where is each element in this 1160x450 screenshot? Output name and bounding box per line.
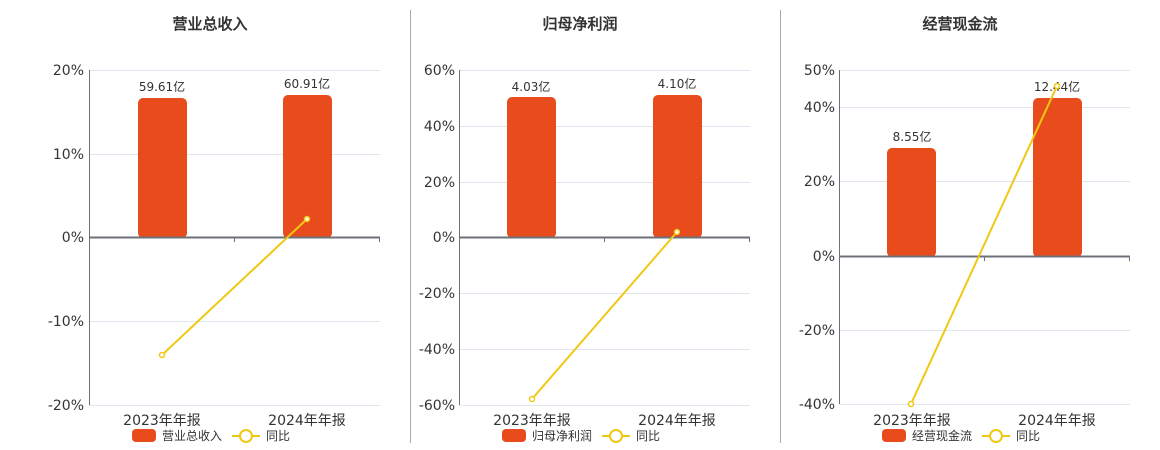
bar-2023[interactable] — [887, 148, 936, 257]
svg-text:-20%: -20% — [419, 286, 455, 302]
x-category-2023: 2023年年报 — [123, 413, 201, 429]
chart-title: 经营现金流 — [922, 15, 998, 33]
bar-2024[interactable] — [283, 95, 332, 238]
x-category-2023: 2023年年报 — [493, 413, 571, 429]
svg-text:20%: 20% — [424, 175, 455, 191]
yoy-line — [531, 231, 678, 400]
bar-label-2023: 8.55亿 — [893, 129, 932, 144]
svg-text:-20%: -20% — [799, 323, 835, 339]
panel-divider — [780, 10, 781, 443]
svg-text:-10%: -10% — [48, 314, 84, 330]
gridlines — [89, 70, 380, 406]
bar-2023[interactable] — [507, 97, 556, 238]
yoy-line — [910, 85, 1058, 405]
y-axis-ticks: 50% 40% 20% 0% -20% -40% — [799, 63, 835, 413]
svg-text:0%: 0% — [813, 249, 835, 265]
yoy-point-2023[interactable] — [158, 351, 166, 359]
legend-bar-label[interactable]: 营业总收入 — [162, 429, 223, 443]
yoy-point-2024[interactable] — [303, 215, 311, 223]
line-legend-icon[interactable] — [982, 428, 1011, 443]
legend: 经营现金流 同比 — [882, 427, 1040, 444]
svg-text:-40%: -40% — [799, 397, 835, 413]
bar-2024[interactable] — [1033, 98, 1082, 257]
svg-text:0%: 0% — [433, 230, 455, 246]
legend-line-label[interactable]: 同比 — [1016, 429, 1041, 443]
svg-text:0%: 0% — [62, 230, 84, 246]
legend-line-label[interactable]: 同比 — [636, 429, 661, 443]
panel-divider — [410, 10, 411, 443]
bar-label-2024: 60.91亿 — [284, 76, 330, 91]
x-category-2023: 2023年年报 — [873, 413, 951, 429]
legend-bar-label[interactable]: 归母净利润 — [532, 429, 593, 443]
yoy-point-2024[interactable] — [1053, 82, 1061, 90]
legend-line-label[interactable]: 同比 — [266, 429, 291, 443]
chart-title: 归母净利润 — [542, 15, 618, 33]
bar-legend-swatch[interactable] — [882, 429, 906, 442]
svg-text:10%: 10% — [53, 147, 84, 163]
line-legend-icon[interactable] — [232, 428, 261, 443]
legend-bar-label[interactable]: 经营现金流 — [912, 429, 973, 443]
yoy-point-2024[interactable] — [673, 228, 681, 236]
yoy-line — [161, 218, 308, 356]
y-axis-ticks: 60% 40% 20% 0% -20% -40% -60% — [419, 63, 455, 414]
svg-text:-20%: -20% — [48, 398, 84, 414]
svg-text:-60%: -60% — [419, 398, 455, 414]
chart-title: 营业总收入 — [172, 15, 248, 33]
svg-text:60%: 60% — [424, 63, 455, 79]
bar-label-2023: 59.61亿 — [139, 79, 185, 94]
svg-text:20%: 20% — [53, 63, 84, 79]
x-category-2024: 2024年年报 — [268, 413, 346, 429]
yoy-point-2023[interactable] — [528, 395, 536, 403]
svg-text:50%: 50% — [804, 63, 835, 79]
legend: 营业总收入 同比 — [132, 427, 290, 444]
legend: 归母净利润 同比 — [502, 427, 660, 444]
svg-text:20%: 20% — [804, 174, 835, 190]
y-axis-ticks: 20% 10% 0% -10% -20% — [48, 63, 84, 414]
bar-label-2023: 4.03亿 — [512, 79, 551, 94]
bar-2024[interactable] — [653, 95, 702, 238]
svg-text:40%: 40% — [804, 100, 835, 116]
line-legend-icon[interactable] — [602, 428, 631, 443]
svg-text:-40%: -40% — [419, 342, 455, 358]
x-category-2024: 2024年年报 — [1018, 413, 1096, 429]
svg-text:40%: 40% — [424, 119, 455, 135]
bar-2023[interactable] — [138, 98, 187, 238]
bar-label-2024: 4.10亿 — [658, 76, 697, 91]
x-category-2024: 2024年年报 — [638, 413, 716, 429]
gridlines — [839, 70, 1130, 405]
bar-legend-swatch[interactable] — [132, 429, 156, 442]
bar-legend-swatch[interactable] — [502, 429, 526, 442]
yoy-point-2023[interactable] — [907, 400, 915, 408]
